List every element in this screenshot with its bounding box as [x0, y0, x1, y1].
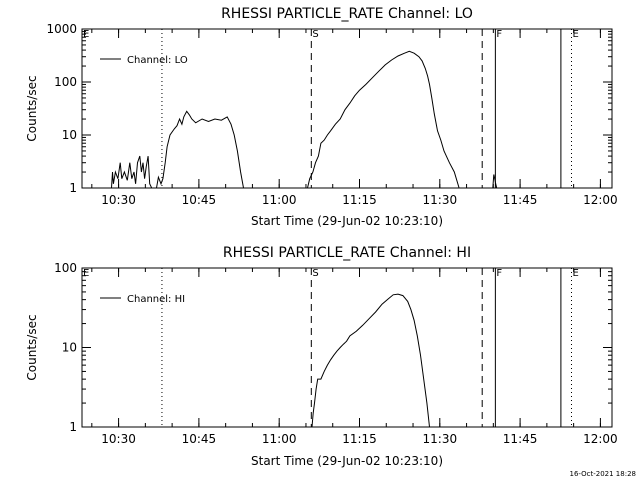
- y-axis-label: Counts/sec: [25, 314, 39, 380]
- x-axis-label: Start Time (29-Jun-02 10:23:10): [251, 214, 443, 228]
- marker-label: E: [83, 29, 89, 40]
- plot-area: [82, 268, 572, 427]
- marker-label: E: [572, 29, 578, 40]
- x-tick-label: 10:45: [182, 193, 217, 207]
- footer-timestamp: 16-Oct-2021 18:28: [570, 470, 636, 478]
- x-axis-label: Start Time (29-Jun-02 10:23:10): [251, 454, 443, 468]
- series-line: [492, 174, 498, 188]
- series-line: [311, 293, 430, 427]
- y-tick-label: 10: [62, 341, 77, 355]
- y-tick-label: 100: [54, 75, 77, 89]
- y-tick-label: 1: [69, 181, 77, 195]
- x-tick-label: 11:00: [262, 193, 297, 207]
- x-tick-label: 10:45: [182, 432, 217, 446]
- legend-label: Channel: LO: [127, 55, 188, 66]
- series-line: [111, 155, 153, 188]
- marker-label: F: [496, 29, 502, 40]
- marker-label: E: [83, 268, 89, 279]
- y-tick-label: 1000: [46, 22, 77, 36]
- marker-label: S: [312, 29, 318, 40]
- chart-title: RHESSI PARTICLE_RATE Channel: LO: [221, 6, 473, 22]
- chart-lo-channel: RHESSI PARTICLE_RATE Channel: LO 1 10 100 10…: [25, 6, 618, 228]
- x-tick-label: 12:00: [583, 432, 618, 446]
- x-tick-label: 11:15: [342, 432, 377, 446]
- series-line: [156, 110, 244, 188]
- plot-area: [82, 29, 572, 188]
- series-line: [307, 50, 460, 188]
- x-tick-label: 10:30: [101, 432, 136, 446]
- x-tick-label: 11:45: [503, 193, 538, 207]
- x-tick-label: 11:15: [342, 193, 377, 207]
- y-tick-label: 10: [62, 128, 77, 142]
- marker-label: S: [312, 268, 318, 279]
- y-axis-label: Counts/sec: [25, 75, 39, 141]
- chart-hi-channel: RHESSI PARTICLE_RATE Channel: HI 1 10 100 10…: [25, 245, 618, 468]
- marker-label: F: [496, 268, 502, 279]
- x-tick-label: 11:00: [262, 432, 297, 446]
- plot-frame: [81, 28, 613, 189]
- legend-label: Channel: HI: [127, 294, 185, 305]
- y-tick-label: 100: [54, 261, 77, 275]
- x-tick-label: 12:00: [583, 193, 618, 207]
- marker-label: E: [572, 268, 578, 279]
- x-tick-label: 11:30: [423, 193, 458, 207]
- x-tick-label: 11:45: [503, 432, 538, 446]
- chart-title: RHESSI PARTICLE_RATE Channel: HI: [223, 245, 471, 261]
- x-tick-label: 10:30: [101, 193, 136, 207]
- y-tick-label: 1: [69, 420, 77, 434]
- x-tick-label: 11:30: [423, 432, 458, 446]
- plot-frame: [81, 267, 613, 428]
